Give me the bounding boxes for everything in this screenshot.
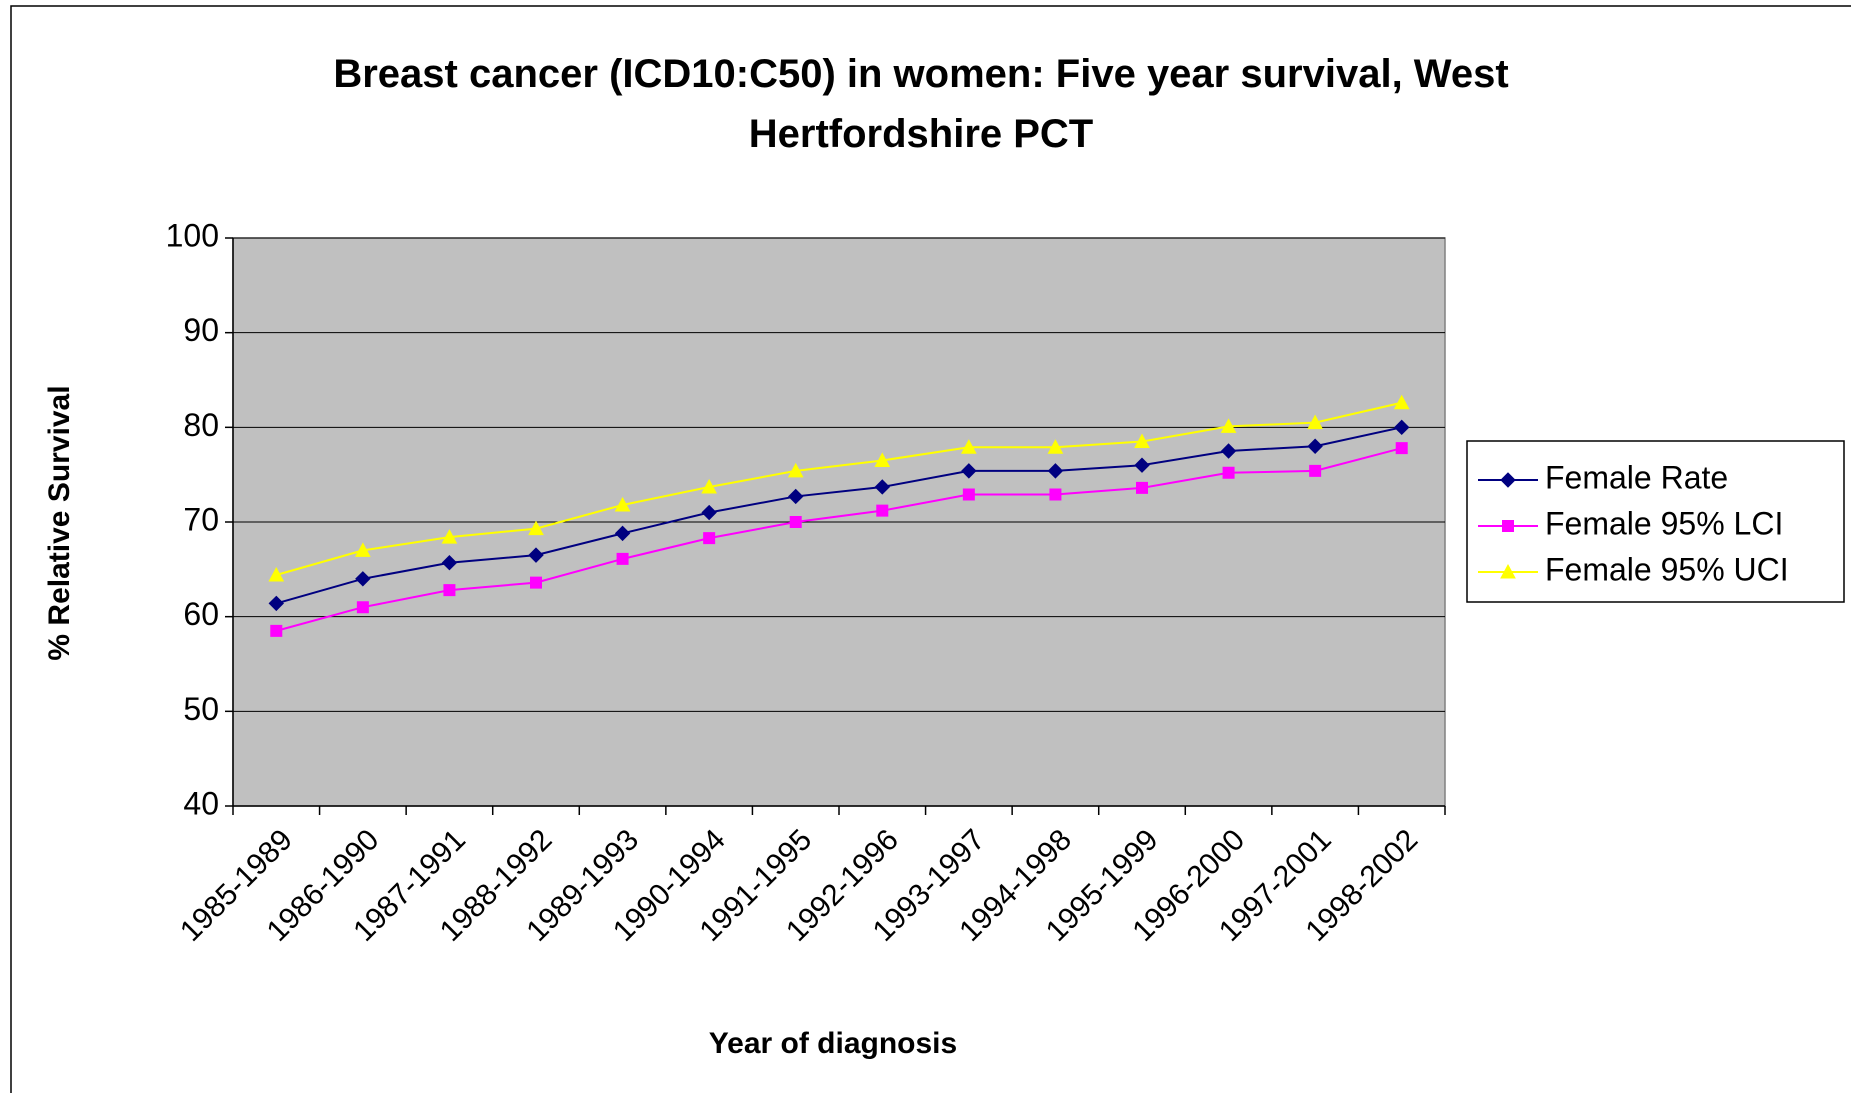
- data-point: [701, 504, 717, 521]
- data-point: [1047, 463, 1064, 479]
- data-point: [268, 595, 284, 612]
- y-axis-label: % Relative Survival: [43, 385, 76, 660]
- data-point: [443, 584, 456, 597]
- data-point: [787, 462, 804, 478]
- y-tick-label: 90: [183, 312, 219, 348]
- data-point: [356, 601, 369, 614]
- data-point: [528, 547, 544, 563]
- data-point: [1395, 442, 1408, 455]
- data-point: [614, 525, 631, 542]
- legend-label: Female 95% LCI: [1545, 505, 1783, 541]
- data-point: [616, 552, 629, 565]
- legend-marker: [1500, 563, 1516, 579]
- data-point: [874, 452, 891, 467]
- data-point: [530, 576, 542, 589]
- data-point: [1222, 466, 1235, 479]
- data-point: [874, 479, 890, 495]
- series-line: [276, 426, 1402, 605]
- data-point: [961, 439, 977, 454]
- data-point: [701, 478, 717, 494]
- data-point: [441, 554, 458, 571]
- data-point: [1134, 433, 1150, 449]
- data-point: [614, 496, 631, 512]
- x-axis-label: Year of diagnosis: [709, 1027, 957, 1060]
- y-tick-label: 100: [166, 217, 219, 253]
- data-point: [1307, 414, 1323, 430]
- legend-marker: [1500, 472, 1516, 488]
- data-point: [355, 542, 371, 557]
- data-point: [961, 463, 977, 479]
- data-point: [1309, 464, 1322, 477]
- data-point: [1393, 394, 1410, 410]
- y-tick-label: 50: [183, 691, 219, 727]
- series-line: [276, 447, 1402, 632]
- data-point: [1220, 443, 1237, 459]
- data-point: [962, 488, 975, 501]
- y-tick-label: 60: [183, 596, 219, 632]
- data-point: [1394, 419, 1410, 436]
- y-tick-label: 40: [183, 785, 219, 821]
- data-point: [355, 571, 371, 587]
- data-point: [703, 532, 716, 545]
- legend-box: [1466, 440, 1845, 603]
- data-point: [1136, 481, 1148, 494]
- data-point: [1220, 418, 1237, 433]
- chart-title: Breast cancer (ICD10:C50) in women: Five…: [333, 52, 1509, 156]
- data-point: [1047, 439, 1064, 454]
- data-point: [528, 520, 544, 536]
- y-tick-label: 70: [183, 501, 219, 537]
- data-point: [788, 488, 804, 505]
- legend-label: Female 95% UCI: [1545, 551, 1789, 587]
- data-point: [1049, 488, 1062, 501]
- legend-marker: [1502, 520, 1514, 532]
- data-point: [268, 566, 285, 582]
- data-point: [270, 624, 283, 637]
- data-point: [441, 529, 458, 544]
- legend-label: Female Rate: [1545, 459, 1728, 495]
- data-point: [876, 504, 889, 517]
- chart-border: [10, 5, 1851, 1093]
- y-tick-label: 80: [183, 407, 219, 443]
- data-point: [1307, 438, 1323, 454]
- data-point: [789, 516, 802, 528]
- series-line: [276, 401, 1402, 576]
- data-point: [1134, 457, 1150, 473]
